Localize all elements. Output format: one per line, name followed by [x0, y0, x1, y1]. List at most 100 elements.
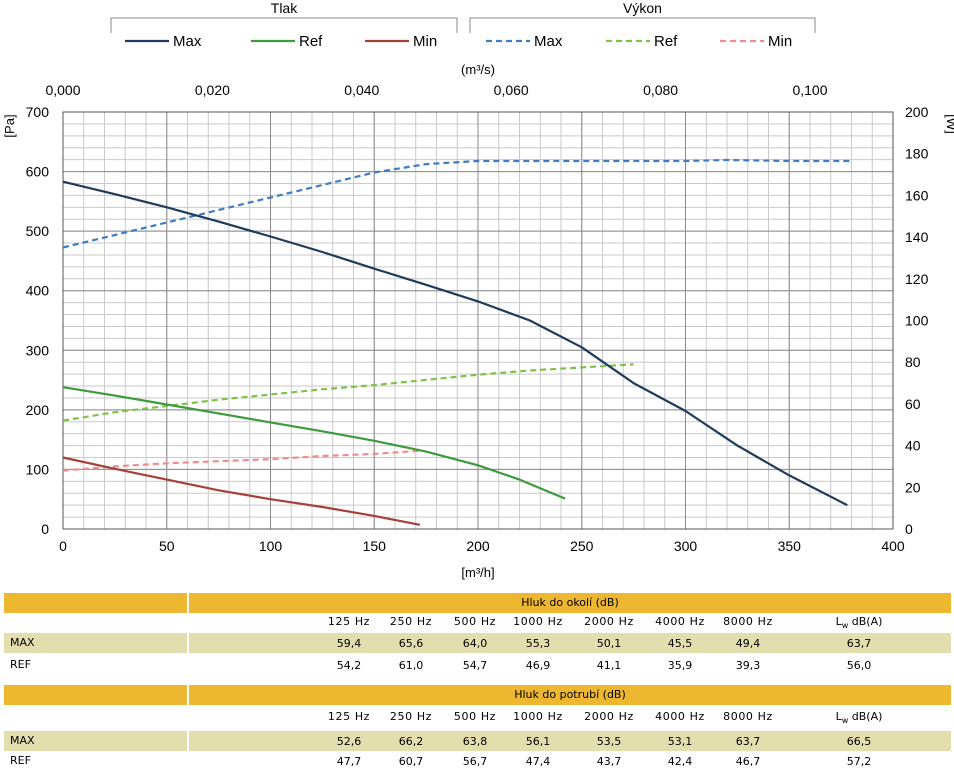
- table-cell: 52,6: [336, 735, 362, 748]
- freq-label: 500 Hz: [453, 615, 497, 628]
- freq-label: 500 Hz: [453, 710, 497, 723]
- table-cell: 65,6: [398, 637, 424, 650]
- x-tick-label: 250: [570, 538, 594, 554]
- table-header: Hluk do potrubí (dB): [4, 685, 951, 705]
- table-cell: 46,9: [525, 659, 551, 672]
- plot-border: [62, 111, 894, 530]
- row-label: REF: [10, 658, 31, 671]
- table-cell: 49,4: [735, 637, 761, 650]
- noise-table-ambient: Hluk do okolí (dB) 125 Hz 250 Hz 500 Hz …: [4, 593, 951, 673]
- freq-label: 8000 Hz: [723, 615, 773, 628]
- table-cell: 35,9: [667, 659, 693, 672]
- x-axis-title: [m³/h]: [461, 565, 494, 580]
- plot-frame: [62, 111, 894, 530]
- x-tick-label: 0: [59, 538, 67, 554]
- y-tick-label: 0: [41, 521, 49, 537]
- y2-tick-label: 180: [905, 146, 929, 162]
- table-cell: 39,3: [735, 659, 761, 672]
- legend-label: Max: [534, 33, 563, 50]
- lw-label: Lw dB(A): [835, 710, 883, 726]
- table-cell: 42,4: [667, 755, 693, 768]
- table-title: Hluk do potrubí (dB): [189, 685, 951, 705]
- freq-label: 4000 Hz: [655, 710, 705, 723]
- frequency-header-row: 125 Hz 250 Hz 500 Hz 1000 Hz 2000 Hz 400…: [4, 615, 951, 633]
- y2-tick-label: 20: [905, 479, 921, 495]
- legend: Tlak Max Ref Min Výkon Max Ref Min: [110, 0, 816, 50]
- series-pressure-min: [62, 456, 421, 526]
- legend-bracket: [110, 17, 458, 33]
- legend-label: Ref: [299, 33, 323, 50]
- freq-label: 1000 Hz: [513, 615, 563, 628]
- x2-tick-label: 0,080: [643, 82, 678, 98]
- series-power-ref: [62, 363, 634, 422]
- table-cell: 57,2: [846, 755, 872, 768]
- y2-tick-label: 40: [905, 438, 921, 454]
- table-cell: 56,7: [462, 755, 488, 768]
- y-tick-label: 200: [26, 402, 50, 418]
- x2-axis-title: (m³/s): [461, 62, 495, 77]
- freq-label: 125 Hz: [327, 615, 371, 628]
- row-label: REF: [10, 754, 31, 767]
- series-power-max: [62, 158, 852, 249]
- y-tick-label: 300: [26, 342, 50, 358]
- y-tick-label: 600: [26, 164, 50, 180]
- freq-label: 125 Hz: [327, 710, 371, 723]
- row-label: MAX: [10, 734, 35, 747]
- table-cell: 53,5: [596, 735, 622, 748]
- table-cell: 54,7: [462, 659, 488, 672]
- series-power-min: [62, 449, 420, 472]
- table-cell: 50,1: [596, 637, 622, 650]
- x-tick-label: 200: [466, 538, 490, 554]
- table-cell: 56,1: [525, 735, 551, 748]
- freq-label: 2000 Hz: [584, 615, 634, 628]
- x-tick-label: 150: [363, 538, 387, 554]
- y2-axis-title: [W]: [944, 114, 954, 134]
- table-row-ref: REF 47,7 60,7 56,7 47,4 43,7 42,4 46,7 5…: [4, 751, 951, 771]
- y2-tick-label: 160: [905, 187, 929, 203]
- table-cell: 61,0: [398, 659, 424, 672]
- series-pressure-max: [62, 180, 848, 507]
- table-cell: 45,5: [667, 637, 693, 650]
- y2-tick-label: 80: [905, 354, 921, 370]
- legend-bracket: [469, 17, 816, 33]
- y-axis-title: [Pa]: [2, 114, 17, 137]
- table-cell: 64,0: [462, 637, 488, 650]
- y2-tick-label: 200: [905, 104, 929, 120]
- x2-tick-label: 0,020: [195, 82, 230, 98]
- row-label: MAX: [10, 636, 35, 649]
- table-cell: 56,0: [846, 659, 872, 672]
- x-tick-label: 300: [674, 538, 698, 554]
- table-cell: 54,2: [336, 659, 362, 672]
- table-cell: 63,8: [462, 735, 488, 748]
- table-cell: 47,7: [336, 755, 362, 768]
- legend-label: Ref: [654, 33, 678, 50]
- freq-label: 8000 Hz: [723, 710, 773, 723]
- x-tick-label: 400: [881, 538, 905, 554]
- table-cell: 66,5: [846, 735, 872, 748]
- x2-tick-label: 0,060: [494, 82, 529, 98]
- x-tick-label: 100: [259, 538, 283, 554]
- table-cell: 60,7: [398, 755, 424, 768]
- y2-tick-label: 100: [905, 313, 929, 329]
- y2-tick-label: 0: [905, 521, 913, 537]
- y2-tick-label: 120: [905, 271, 929, 287]
- lw-label: Lw dB(A): [835, 615, 883, 631]
- legend-group-title: Výkon: [623, 0, 662, 16]
- legend-group-title: Tlak: [271, 0, 298, 16]
- table-header: Hluk do okolí (dB): [4, 593, 951, 613]
- table-cell: 47,4: [525, 755, 551, 768]
- series-layer: [62, 158, 852, 526]
- table-cell: 63,7: [846, 637, 872, 650]
- y-tick-label: 100: [26, 461, 50, 477]
- legend-label: Min: [413, 33, 437, 50]
- table-cell: 53,1: [667, 735, 693, 748]
- y2-tick-label: 140: [905, 229, 929, 245]
- table-cell: 43,7: [596, 755, 622, 768]
- table-row-max: MAX 59,4 65,6 64,0 55,3 50,1 45,5 49,4 6…: [4, 633, 951, 653]
- table-cell: 66,2: [398, 735, 424, 748]
- y-tick-label: 700: [26, 104, 50, 120]
- freq-label: 250 Hz: [389, 615, 433, 628]
- table-cell: 41,1: [596, 659, 622, 672]
- table-row-max: MAX 52,6 66,2 63,8 56,1 53,5 53,1 63,7 6…: [4, 731, 951, 751]
- y2-tick-label: 60: [905, 396, 921, 412]
